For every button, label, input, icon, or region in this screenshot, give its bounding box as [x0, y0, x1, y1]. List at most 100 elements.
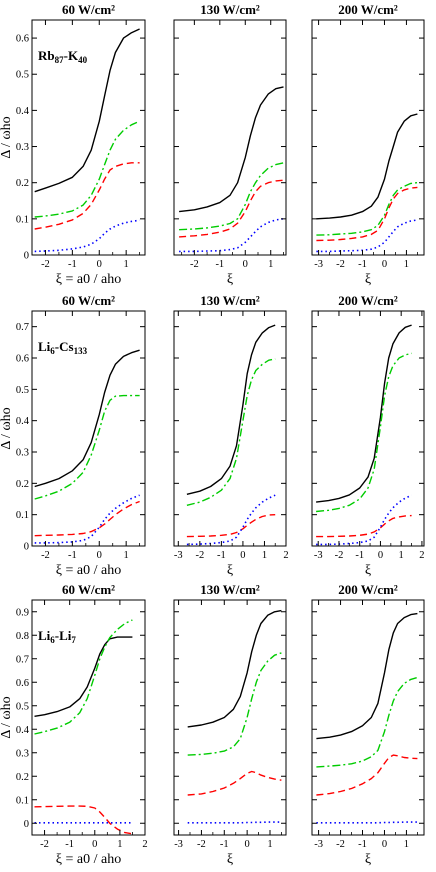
series-line-solid	[316, 612, 418, 740]
x-tick-label: 1	[117, 839, 122, 850]
panel-title: 130 W/cm²	[200, 2, 260, 17]
series-line-dashdot	[316, 676, 418, 768]
x-tick-label: -1	[358, 259, 367, 270]
x-tick-label: 1	[267, 839, 272, 850]
x-tick-label: 1	[124, 550, 129, 561]
y-tick-label: 0.6	[16, 34, 29, 45]
series-line-solid	[187, 609, 282, 728]
x-tick-label: 2	[283, 550, 288, 561]
series-line-dashed	[179, 179, 284, 238]
x-tick-label: 0	[382, 839, 387, 850]
panel-r2c2: 200 W/cm² -3 -2 -1 0 1 ξ	[311, 582, 425, 867]
y-tick-label: 0.5	[16, 385, 29, 396]
y-tick-label: 0	[24, 542, 29, 553]
series-line-dashdot	[316, 352, 412, 513]
y-tick-label: 0.5	[16, 70, 29, 81]
x-tick-label: -1	[215, 259, 224, 270]
series-line-solid	[179, 86, 284, 213]
panel-title: 130 W/cm²	[200, 582, 260, 597]
panel-title: 200 W/cm²	[338, 293, 398, 308]
series-line-dashed	[316, 186, 418, 242]
x-tick-label: -1	[65, 839, 74, 850]
x-tick-label: -1	[220, 839, 229, 850]
series-line-dashed	[34, 162, 140, 230]
x-tick-label: 0	[243, 259, 248, 270]
x-tick-label: -1	[68, 259, 77, 270]
series-line-dashed	[186, 514, 276, 538]
x-tick-label: -2	[197, 839, 206, 850]
series-line-dashed	[34, 805, 133, 835]
series-line-solid	[316, 113, 418, 220]
y-tick-label: 0.2	[16, 772, 29, 783]
series-line-dashdot	[187, 652, 282, 756]
x-axis-label: ξ = a0 / aho	[56, 563, 121, 578]
y-tick-label: 0	[24, 819, 29, 830]
panel-r1c0: 60 W/cm² -2 -1 0 1 0 0.1 0.2 0.3 0.4 0.5 0.6 0.7 Li6-…	[0, 293, 146, 578]
y-axis-label: Δ / ωho	[0, 696, 14, 738]
panel-r1c2: 200 W/cm² -3 -2 -1 0 1 2 ξ	[311, 293, 425, 578]
series-line-dashdot	[316, 182, 418, 236]
series-line-dotted	[316, 821, 418, 824]
plot-frame	[31, 19, 146, 256]
plot-frame	[173, 310, 287, 547]
x-tick-label: 0	[240, 550, 245, 561]
x-tick-label: -3	[314, 550, 323, 561]
panel-r2c0: 60 W/cm² -2 -1 0 1 2 0 0.1 0.2 0.3 0.4 0.5 0.6 0.7 0.8…	[0, 582, 148, 867]
x-tick-label: 1	[404, 259, 409, 270]
x-tick-label: 1	[262, 550, 267, 561]
x-tick-label: 0	[245, 839, 250, 850]
x-axis-label: ξ = a0 / aho	[56, 852, 121, 867]
y-tick-label: 0	[24, 251, 29, 262]
x-tick-label: 0	[378, 550, 383, 561]
x-tick-label: -2	[41, 259, 50, 270]
series-line-dashed	[187, 770, 282, 796]
x-axis-label: ξ = a0 / aho	[56, 272, 121, 287]
x-tick-label: -2	[195, 550, 204, 561]
series-line-dotted	[34, 219, 140, 253]
x-tick-label: -1	[68, 550, 77, 561]
plot-frame	[31, 310, 146, 547]
series-line-solid	[34, 28, 140, 193]
series-line-dotted	[34, 494, 140, 544]
panel-r2c1: 130 W/cm² -3 -2 -1 0 1 ξ	[173, 582, 287, 867]
y-tick-label: 0.4	[16, 416, 30, 427]
y-tick-label: 0.3	[16, 448, 29, 459]
y-tick-label: 0.8	[16, 631, 29, 642]
y-tick-label: 0.1	[16, 795, 29, 806]
plot-frame	[311, 19, 425, 256]
y-tick-label: 0.3	[16, 142, 29, 153]
series-line-solid	[186, 324, 276, 495]
x-tick-label: -1	[358, 839, 367, 850]
y-tick-label: 0.4	[16, 106, 30, 117]
y-tick-label: 0.1	[16, 214, 29, 225]
y-axis-label: Δ / ωho	[0, 116, 14, 158]
panel-title: 200 W/cm²	[338, 2, 398, 17]
x-tick-label: 0	[97, 550, 102, 561]
series-line-dotted	[179, 218, 284, 253]
plot-frame	[31, 599, 146, 836]
y-tick-label: 0.5	[16, 701, 29, 712]
series-line-solid	[34, 349, 140, 488]
plot-frame	[173, 599, 287, 836]
y-axis-label: Δ / ωho	[0, 407, 14, 449]
plot-frame	[311, 310, 425, 547]
series-line-dashdot	[186, 358, 276, 506]
panel-title: 60 W/cm²	[62, 2, 115, 17]
panel-r1c1: 130 W/cm² -3 -2 -1 0 1 2 ξ	[173, 293, 289, 578]
y-tick-label: 0.6	[16, 354, 29, 365]
y-tick-label: 0.4	[16, 725, 30, 736]
series-line-dotted	[186, 494, 276, 546]
panel-title: 60 W/cm²	[62, 582, 115, 597]
y-tick-label: 0.3	[16, 748, 29, 759]
series-line-solid	[316, 324, 412, 503]
x-tick-label: -2	[335, 550, 344, 561]
x-axis-label: ξ	[365, 272, 371, 287]
series-line-dashdot	[34, 120, 140, 218]
panel-title: 130 W/cm²	[200, 293, 260, 308]
panel-r0c1: 130 W/cm² -2 -1 0 1 ξ	[173, 2, 287, 287]
series-line-dotted	[187, 821, 282, 824]
x-tick-label: 1	[124, 259, 129, 270]
series-line-dashdot	[179, 162, 284, 231]
x-tick-label: -2	[336, 259, 345, 270]
panel-title: 200 W/cm²	[338, 582, 398, 597]
